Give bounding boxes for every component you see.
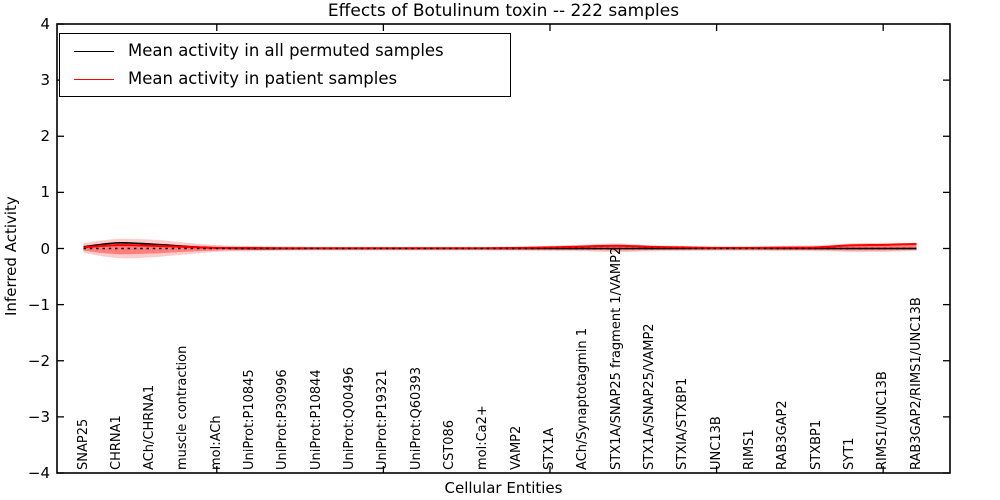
- x-category-label: UniProt:P10845: [242, 369, 258, 470]
- y-tick-label: −4: [27, 464, 50, 482]
- x-category-label: UNC13B: [708, 416, 724, 470]
- x-category-label: ACh/CHRNA1: [142, 384, 158, 470]
- x-category-label: RIMS1: [741, 429, 757, 470]
- x-category-label: UniProt:P19321: [375, 369, 391, 470]
- legend-item-permuted: Mean activity in all permuted samples: [74, 38, 502, 64]
- x-category-label: ACh/Synaptotagmin 1: [575, 327, 591, 470]
- x-category-label: UniProt:P30996: [275, 369, 291, 470]
- x-category-label: muscle contraction: [175, 345, 191, 470]
- y-tick-label: 2: [40, 127, 50, 146]
- x-category-label: STX1A/SNAP25/VAMP2: [641, 323, 657, 470]
- x-category-label: SNAP25: [75, 418, 91, 470]
- x-category-label: STXIA/STXBP1: [675, 377, 691, 470]
- x-category-label: RIMS1/UNC13B: [875, 371, 891, 470]
- x-category-label: RAB3GAP2/RIMS1/UNC13B: [908, 297, 924, 470]
- x-category-label: mol:ACh: [208, 415, 224, 470]
- x-category-label: UniProt:P10844: [308, 369, 324, 470]
- x-category-label: CHRNA1: [108, 415, 124, 470]
- x-category-label: UniProt:Q60393: [408, 366, 424, 470]
- y-tick-label: 4: [40, 15, 50, 33]
- x-category-label: VAMP2: [508, 425, 524, 470]
- x-category-label: mol:Ca2+: [475, 405, 491, 470]
- x-category-label: UniProt:Q00496: [342, 366, 358, 470]
- y-tick-label: 1: [40, 183, 50, 202]
- y-tick-label: 0: [40, 239, 50, 258]
- legend-label-patient: Mean activity in patient samples: [128, 69, 398, 88]
- x-category-label: STXBP1: [808, 419, 824, 470]
- legend-item-patient: Mean activity in patient samples: [74, 66, 502, 92]
- y-tick-label: −2: [27, 351, 50, 370]
- chart-title: Effects of Botulinum toxin -- 222 sample…: [327, 1, 680, 21]
- x-category-label: CST086: [442, 419, 458, 470]
- x-category-label: RAB3GAP2: [775, 400, 791, 470]
- legend-label-permuted: Mean activity in all permuted samples: [128, 41, 444, 60]
- x-category-label: STX1A: [541, 427, 557, 470]
- x-category-label: SYT1: [841, 437, 857, 470]
- y-tick-label: −1: [27, 295, 50, 314]
- legend: Mean activity in all permuted samples Me…: [59, 33, 511, 97]
- x-category-label: STX1A/SNAP25 fragment 1/VAMP2: [608, 246, 624, 470]
- permuted-mean-line-sample: [74, 50, 114, 52]
- y-tick-label: 3: [40, 71, 50, 90]
- y-tick-label: −3: [27, 407, 50, 426]
- patient-mean-line-sample: [74, 78, 114, 80]
- x-axis-title: Cellular Entities: [444, 479, 563, 497]
